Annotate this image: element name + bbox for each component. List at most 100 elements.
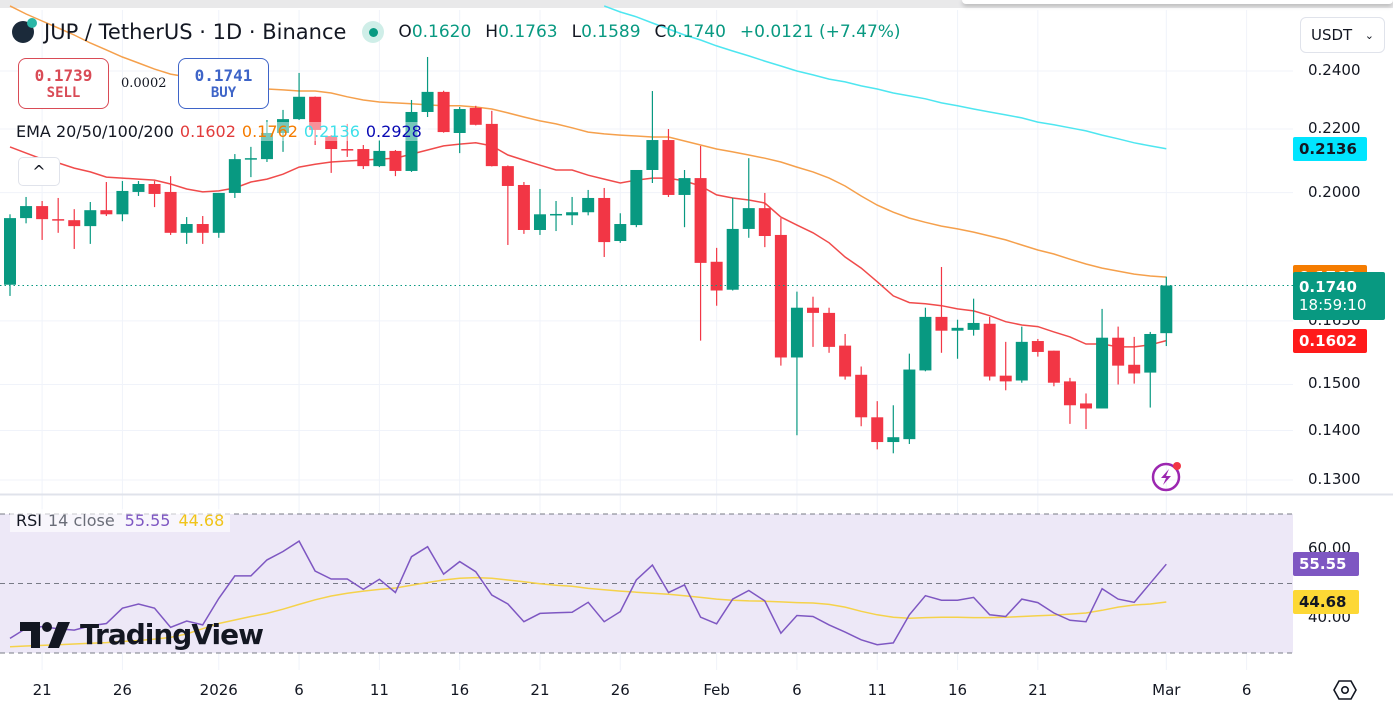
candle-body <box>967 322 980 330</box>
tradingview-watermark[interactable]: TradingView <box>20 618 264 651</box>
candle-body <box>774 234 787 358</box>
candle-body <box>453 109 466 133</box>
candle <box>1080 393 1093 430</box>
candle-body <box>116 190 129 215</box>
buy-price: 0.1741 <box>194 66 253 85</box>
price-tick-label: 0.2400 <box>1308 61 1361 79</box>
candle-body <box>839 345 852 377</box>
candle-body <box>389 150 402 171</box>
candle-body <box>598 197 611 243</box>
ema100-value: 0.2136 <box>303 122 360 141</box>
candle <box>212 192 225 238</box>
candle-body <box>228 159 241 193</box>
ohlc-open-value: 0.1620 <box>411 22 472 42</box>
market-open-icon[interactable] <box>362 21 385 43</box>
candle-body <box>1080 403 1093 409</box>
ohlc-open-label: O <box>398 22 412 42</box>
candle-body <box>212 192 225 233</box>
candle-body <box>1112 337 1125 366</box>
candles <box>4 56 1173 454</box>
price-tag-ema100: 0.2136 <box>1293 136 1367 161</box>
candle-body <box>582 197 595 213</box>
ema-legend[interactable]: EMA 20/50/100/200 0.1602 0.1762 0.2136 0… <box>16 122 428 141</box>
sell-button[interactable]: 0.1739 SELL <box>18 58 109 109</box>
ohlc-low-value: 0.1589 <box>581 22 641 42</box>
candle <box>1031 338 1044 357</box>
candle <box>887 405 900 454</box>
candle-body <box>790 307 803 358</box>
candle <box>244 146 257 178</box>
candle <box>871 401 884 450</box>
candle-body <box>807 307 819 313</box>
time-tick-label: 26 <box>610 681 630 699</box>
candle <box>84 202 97 244</box>
currency-value: USDT <box>1311 26 1353 44</box>
time-tick-label: 6 <box>1241 681 1252 699</box>
time-tick-label: 11 <box>369 681 389 699</box>
rsi-value: 55.55 <box>124 511 171 530</box>
candle <box>710 247 723 306</box>
candle-body <box>678 178 691 195</box>
time-tick-label: Feb <box>703 681 730 699</box>
rsi-params: 14 close <box>48 511 115 530</box>
candle <box>277 109 290 152</box>
spread-value: 0.0002 <box>121 76 167 91</box>
candle <box>116 181 129 222</box>
price-tick-label: 0.2200 <box>1308 119 1361 138</box>
candle <box>630 169 643 228</box>
buy-button[interactable]: 0.1741 BUY <box>178 58 269 109</box>
candle-body <box>309 96 322 130</box>
watermark-text: TradingView <box>80 618 264 651</box>
ema-line-ema20 <box>9 142 1167 348</box>
candle-body <box>244 158 257 160</box>
time-tick-label: 6 <box>792 681 802 699</box>
candle <box>132 181 145 196</box>
candle-body <box>293 96 306 120</box>
candle-body <box>148 183 161 194</box>
candle-body <box>550 213 563 216</box>
candle <box>1112 326 1125 385</box>
candle-body <box>260 132 273 160</box>
rsi-ma-value: 44.68 <box>178 511 225 530</box>
candle-body <box>357 149 370 167</box>
candle <box>1063 377 1076 424</box>
ema20-value: 0.1602 <box>179 122 236 141</box>
chevron-up-icon: ^ <box>32 162 46 181</box>
candle <box>485 110 498 167</box>
candle <box>293 72 306 121</box>
symbol-title[interactable]: JUP / TetherUS · 1D · Binance <box>44 20 347 44</box>
lightning-alert-icon[interactable] <box>1150 460 1184 494</box>
candle <box>164 176 177 235</box>
candle-body <box>823 312 836 347</box>
candle-body <box>694 178 707 263</box>
candle-body <box>710 261 723 291</box>
candle <box>1128 336 1141 384</box>
candle <box>646 91 659 184</box>
candle-body <box>566 212 579 216</box>
candle-body <box>1096 337 1109 409</box>
currency-select[interactable]: USDT ⌄ <box>1300 17 1385 53</box>
ema-lines <box>9 5 1167 348</box>
collapse-legend-button[interactable]: ^ <box>18 157 60 186</box>
candle <box>983 316 996 381</box>
candle-body <box>1047 350 1060 383</box>
candle <box>453 106 466 154</box>
chart-settings-icon[interactable] <box>1333 679 1357 701</box>
candle <box>228 154 241 198</box>
ohlc-high-label: H <box>485 22 499 42</box>
candle <box>999 341 1012 391</box>
time-tick-label: 6 <box>294 681 304 699</box>
time-tick-label: Mar <box>1152 681 1181 699</box>
candle-body <box>132 183 145 192</box>
jup-logo-icon <box>12 18 37 43</box>
rsi-legend[interactable]: RSI 14 close 55.55 44.68 <box>10 509 231 532</box>
candle-body <box>517 184 530 230</box>
candle-body <box>1144 333 1157 373</box>
candle <box>309 96 322 145</box>
candle <box>1096 308 1109 409</box>
ohlc-change-value: +0.0121 (+7.47%) <box>739 22 901 42</box>
candle-body <box>855 374 868 418</box>
candle <box>437 90 450 133</box>
candle-body <box>325 136 338 150</box>
